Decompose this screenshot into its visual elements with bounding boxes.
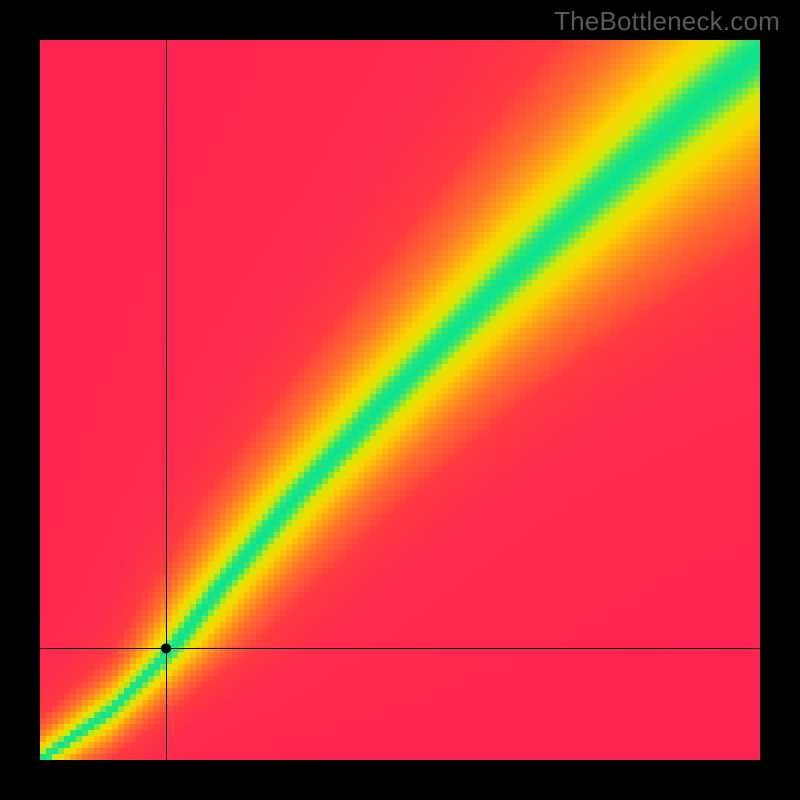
bottleneck-chart: { "watermark": "TheBottleneck.com", "cha… xyxy=(0,0,800,800)
watermark-text: TheBottleneck.com xyxy=(554,6,780,37)
bottleneck-heatmap xyxy=(40,40,760,760)
